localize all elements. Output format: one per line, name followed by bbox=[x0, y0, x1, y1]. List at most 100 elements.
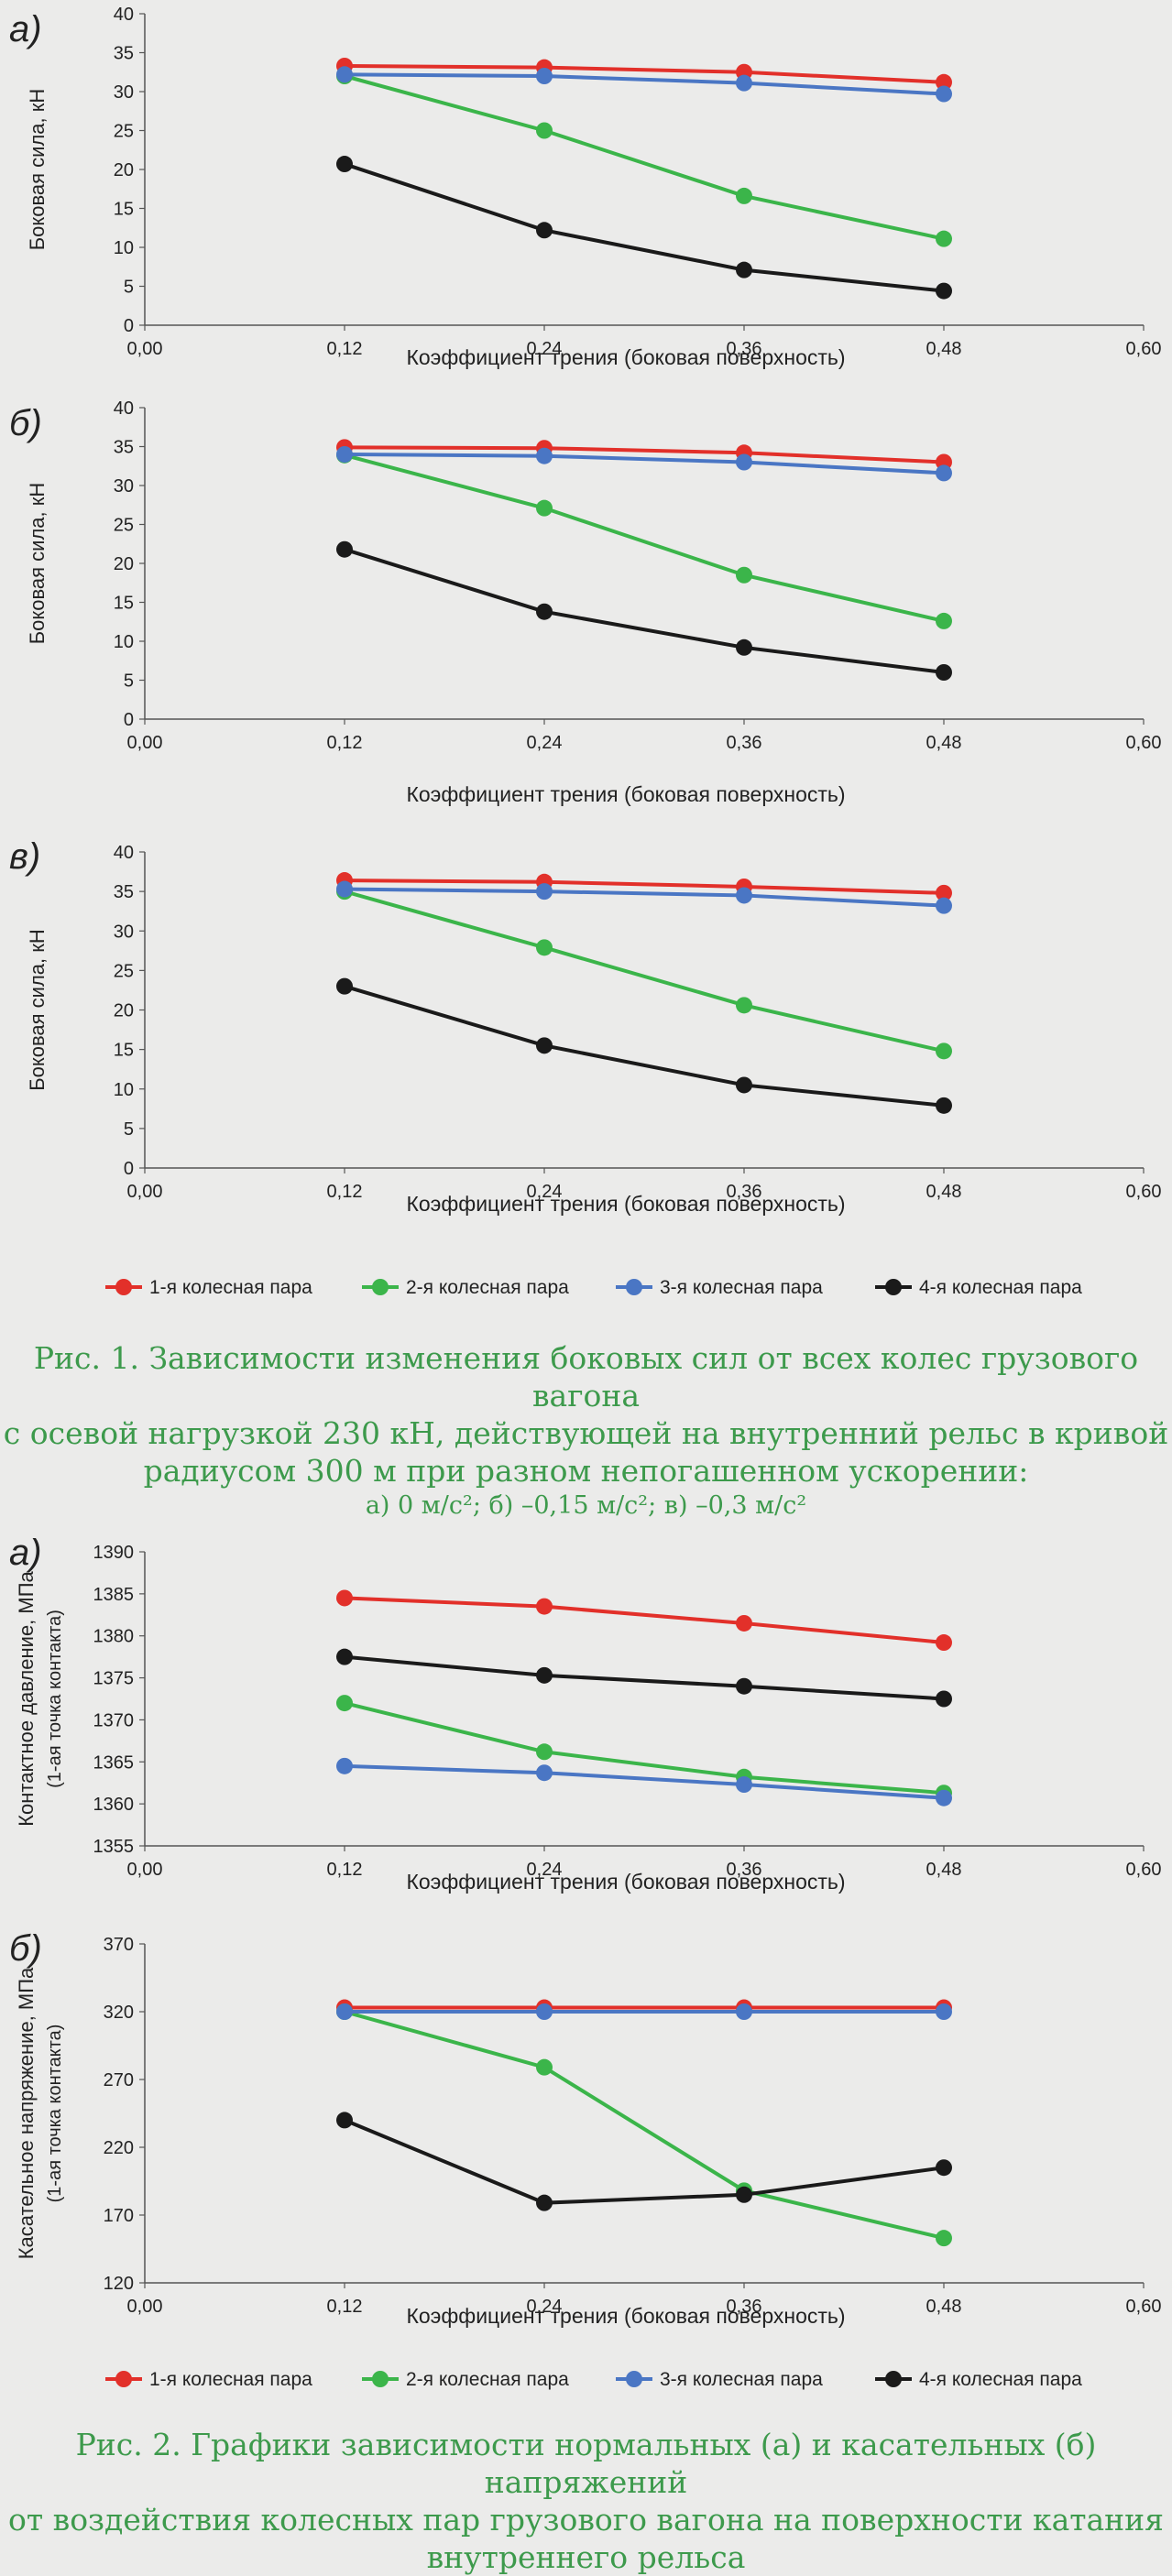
panel-letter: в) bbox=[9, 836, 40, 877]
x-tick-label: 0,48 bbox=[926, 1860, 962, 1880]
legend-swatch-marker bbox=[885, 2371, 902, 2387]
y-tick-label: 1390 bbox=[93, 1543, 135, 1563]
x-tick-label: 0,00 bbox=[127, 2297, 163, 2317]
data-point bbox=[936, 85, 952, 103]
y-tick-label: 1355 bbox=[93, 1837, 135, 1857]
data-point bbox=[936, 464, 952, 482]
x-axis-title: Коэффициент трения (боковая поверхность) bbox=[406, 1192, 845, 1216]
data-point bbox=[936, 884, 952, 901]
data-point bbox=[536, 222, 553, 239]
data-point bbox=[936, 1690, 952, 1708]
x-tick-label: 0,00 bbox=[127, 1182, 163, 1202]
y-tick-label: 25 bbox=[114, 516, 134, 536]
y-axis-title: Боковая сила, кН bbox=[26, 929, 49, 1091]
series-line bbox=[344, 2010, 945, 2241]
data-point bbox=[536, 499, 553, 517]
data-point bbox=[336, 1757, 353, 1774]
data-point bbox=[936, 73, 952, 91]
x-axis-title: Коэффициент трения (боковая поверхность) bbox=[406, 2304, 845, 2328]
y-tick-label: 170 bbox=[104, 2206, 134, 2226]
data-point bbox=[536, 603, 553, 620]
legend-label: 2-я колесная пара bbox=[406, 2369, 569, 2390]
y-tick-label: 1370 bbox=[93, 1710, 135, 1730]
y-tick-label: 1375 bbox=[93, 1669, 135, 1689]
y-tick-label: 120 bbox=[104, 2274, 134, 2294]
y-tick-label: 320 bbox=[104, 2003, 134, 2023]
data-point bbox=[536, 883, 553, 901]
series-line bbox=[344, 453, 945, 475]
x-tick-label: 0,12 bbox=[327, 2297, 363, 2317]
series-line bbox=[344, 1701, 945, 1796]
y-tick-label: 1385 bbox=[93, 1585, 135, 1605]
y-axis-title: Боковая сила, кН bbox=[26, 89, 49, 251]
y-tick-label: 0 bbox=[124, 1159, 134, 1179]
legend-label: 4-я колесная пара bbox=[919, 2369, 1082, 2390]
data-point bbox=[536, 447, 553, 464]
data-point bbox=[336, 977, 353, 995]
y-tick-label: 5 bbox=[124, 1119, 134, 1140]
figure-1-caption: Рис. 1. Зависимости изменения боковых си… bbox=[0, 1339, 1172, 1523]
data-point bbox=[736, 1776, 752, 1794]
x-tick-label: 0,48 bbox=[926, 2297, 962, 2317]
series-line bbox=[344, 1654, 945, 1701]
x-tick-label: 0,24 bbox=[527, 733, 563, 753]
data-point bbox=[736, 261, 752, 278]
data-point bbox=[336, 156, 353, 173]
y-axis-title: Касательное напряжение, МПа bbox=[15, 1967, 38, 2259]
data-point bbox=[536, 1037, 553, 1054]
caption-line: радиусом 300 м при разном непогашенном у… bbox=[143, 1453, 1029, 1489]
x-tick-label: 0,48 bbox=[926, 1182, 962, 1202]
data-point bbox=[336, 66, 353, 83]
legend-swatch-marker bbox=[372, 1279, 389, 1295]
x-tick-label: 0,24 bbox=[527, 1182, 563, 1202]
series-line bbox=[344, 74, 945, 241]
legend-swatch-marker bbox=[885, 1279, 902, 1295]
caption-line: внутреннего рельса bbox=[426, 2539, 746, 2575]
data-point bbox=[336, 446, 353, 463]
y-tick-label: 15 bbox=[114, 594, 134, 614]
y-tick-label: 20 bbox=[114, 554, 134, 574]
chart-fig1-b: б) 0 5 10 15 20 25 30 35 40 0,00 0,12 0,24 0,36 0,48 0,… bbox=[9, 398, 1161, 806]
data-point bbox=[736, 187, 752, 204]
y-axis-title: Боковая сила, кН bbox=[26, 483, 49, 645]
data-point bbox=[336, 1648, 353, 1665]
x-tick-label: 0,48 bbox=[926, 733, 962, 753]
y-tick-label: 30 bbox=[114, 476, 134, 497]
legend-label: 2-я колесная пара bbox=[406, 1277, 569, 1298]
legend-swatch-marker bbox=[626, 2371, 642, 2387]
series-line bbox=[344, 63, 945, 84]
y-tick-label: 40 bbox=[114, 398, 134, 419]
y-tick-label: 20 bbox=[114, 1001, 134, 1021]
x-tick-label: 0,24 bbox=[527, 339, 563, 359]
legend-label: 4-я колесная пара bbox=[919, 1277, 1082, 1298]
y-tick-label: 1360 bbox=[93, 1795, 135, 1815]
x-axis-title: Коэффициент трения (боковая поверхность) bbox=[406, 782, 845, 806]
caption-line: с осевой нагрузкой 230 кН, действующей н… bbox=[3, 1415, 1169, 1451]
x-tick-label: 0,60 bbox=[1126, 339, 1162, 359]
data-point bbox=[736, 1076, 752, 1094]
y-axis-title-secondary: (1-ая точка контакта) bbox=[45, 2025, 65, 2203]
panel-letter: а) bbox=[9, 9, 42, 49]
legend-label: 1-я колесная пара bbox=[149, 1277, 312, 1298]
x-tick-label: 0,48 bbox=[926, 339, 962, 359]
panel-letter: б) bbox=[9, 1928, 42, 1969]
y-tick-label: 5 bbox=[124, 671, 134, 692]
y-tick-label: 40 bbox=[114, 5, 134, 25]
x-tick-label: 0,36 bbox=[727, 1860, 762, 1880]
y-tick-label: 10 bbox=[114, 238, 134, 258]
x-tick-label: 0,12 bbox=[327, 1182, 363, 1202]
caption-line: от воздействия колесных пар грузового ва… bbox=[8, 2502, 1164, 2538]
y-tick-label: 0 bbox=[124, 710, 134, 730]
x-tick-label: 0,00 bbox=[127, 339, 163, 359]
legend-label: 3-я колесная пара bbox=[660, 2369, 823, 2390]
caption-line: Рис. 1. Зависимости изменения боковых си… bbox=[33, 1340, 1139, 1414]
x-tick-label: 0,60 bbox=[1126, 2297, 1162, 2317]
data-point bbox=[736, 453, 752, 471]
y-tick-label: 270 bbox=[104, 2070, 134, 2090]
y-tick-label: 35 bbox=[114, 882, 134, 902]
legend-swatch-marker bbox=[372, 2371, 389, 2387]
data-point bbox=[736, 1677, 752, 1695]
x-tick-label: 0,00 bbox=[127, 733, 163, 753]
legend-label: 1-я колесная пара bbox=[149, 2369, 312, 2390]
data-point bbox=[936, 664, 952, 681]
